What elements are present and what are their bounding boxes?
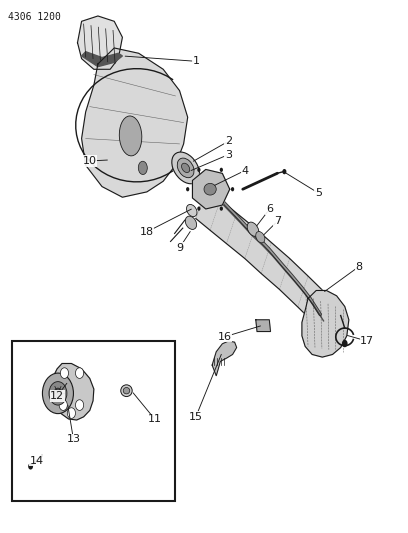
Polygon shape [212,341,237,376]
Ellipse shape [119,116,142,156]
Text: 15: 15 [189,412,203,422]
Text: 8: 8 [355,262,363,271]
Polygon shape [51,364,94,420]
Text: 11: 11 [148,415,162,424]
Circle shape [220,206,223,211]
Circle shape [75,368,84,378]
Ellipse shape [204,183,216,195]
Circle shape [67,408,75,418]
Text: 7: 7 [274,216,281,226]
Circle shape [54,388,62,399]
Bar [12,341,175,501]
Text: 10: 10 [83,156,97,166]
Text: 1: 1 [192,56,200,66]
Ellipse shape [121,385,132,397]
Text: 14: 14 [30,456,44,465]
Circle shape [42,373,73,414]
Polygon shape [196,189,339,337]
Circle shape [231,187,234,191]
Polygon shape [82,48,188,197]
Text: 17: 17 [360,336,374,346]
Text: 16: 16 [217,332,231,342]
Text: 5: 5 [315,188,322,198]
Circle shape [60,368,69,378]
Ellipse shape [182,163,190,173]
Text: 13: 13 [67,434,80,444]
Text: 18: 18 [140,227,154,237]
Text: 2: 2 [225,136,232,146]
Text: 6: 6 [266,205,273,214]
Polygon shape [302,290,349,357]
Circle shape [28,463,33,470]
Ellipse shape [172,152,200,184]
Text: 3: 3 [225,150,232,159]
Text: 12: 12 [50,391,64,401]
Ellipse shape [123,387,130,394]
Circle shape [282,169,286,174]
Circle shape [197,206,201,211]
Circle shape [75,400,84,410]
Circle shape [342,340,348,348]
Circle shape [186,187,189,191]
Text: 9: 9 [176,243,183,253]
Ellipse shape [186,205,197,216]
Text: 4: 4 [241,166,248,175]
Polygon shape [82,52,122,67]
Polygon shape [193,169,230,209]
Circle shape [220,168,223,172]
Polygon shape [256,320,271,332]
Ellipse shape [138,161,147,174]
Ellipse shape [185,216,197,229]
Circle shape [197,168,201,172]
Polygon shape [78,16,122,69]
Ellipse shape [177,158,194,177]
Circle shape [59,400,67,410]
Ellipse shape [256,231,265,243]
Circle shape [49,382,67,405]
Text: 4306 1200: 4306 1200 [8,12,61,22]
Ellipse shape [247,222,259,236]
